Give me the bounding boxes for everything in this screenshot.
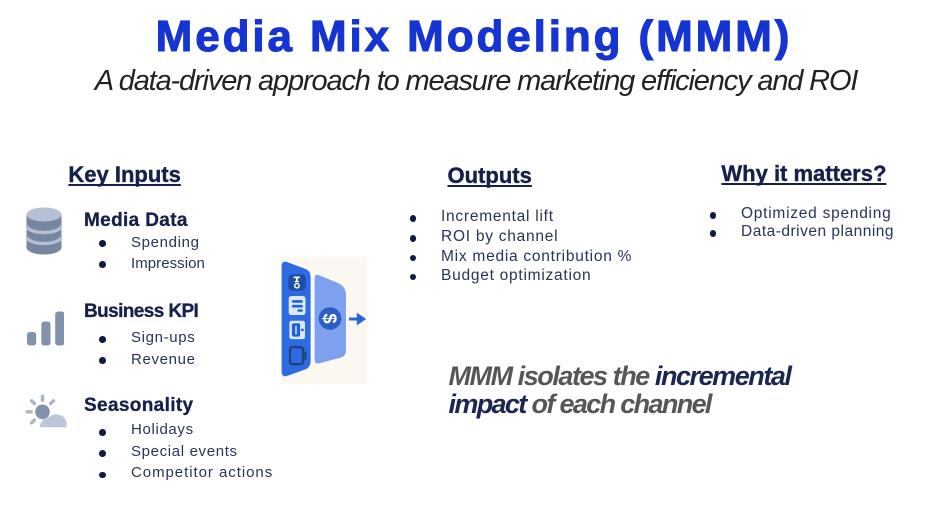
svg-text:$: $ <box>320 313 341 324</box>
